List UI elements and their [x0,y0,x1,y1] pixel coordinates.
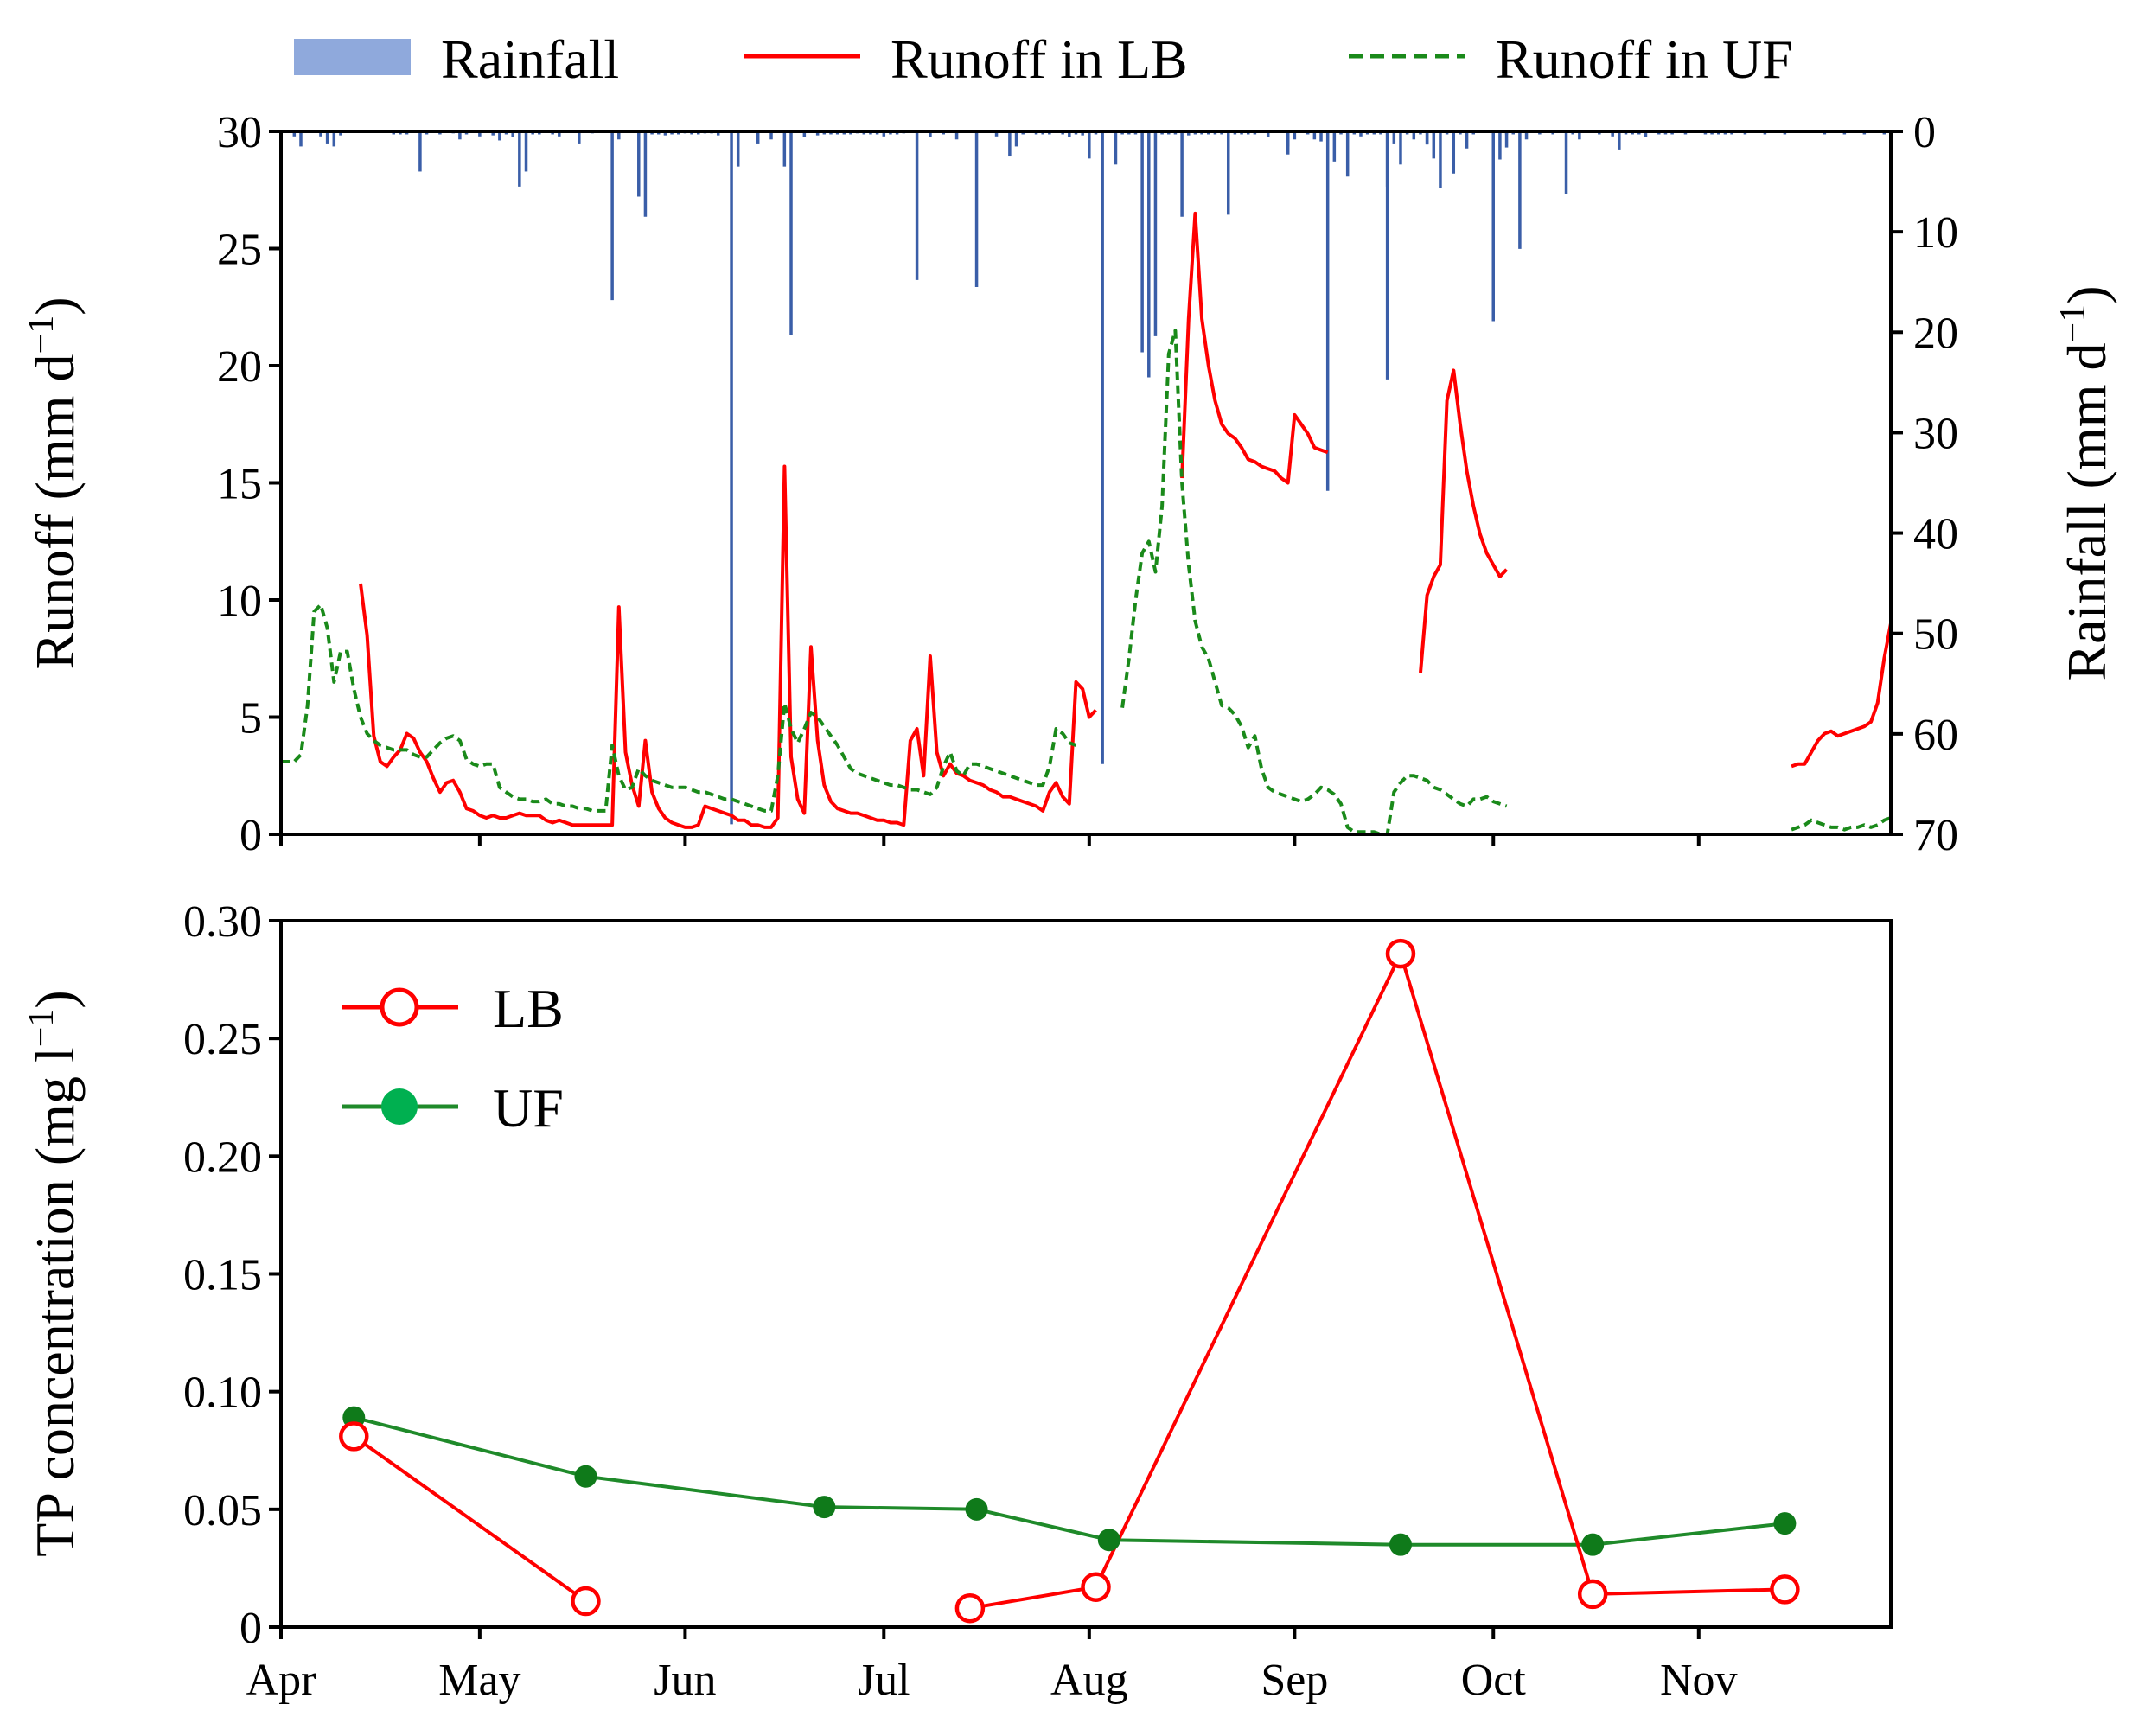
runoff-lines [281,211,1893,836]
legend-lb-label: LB [493,978,564,1039]
month-label: Jul [858,1656,910,1705]
runoff-lb-line [1791,622,1893,769]
runoff-x-axis [279,834,1701,846]
runoff-uf-line [1120,329,1508,836]
runoff-y-tick-label: 0 [239,811,262,860]
tp-axis-title-sup: −1 [22,1009,61,1048]
legend-uf-marker [381,1088,418,1125]
rainfall-axis-title-main: Rainfall (mm d [2056,342,2117,680]
month-label: Sep [1261,1656,1328,1705]
tp-uf-point [965,1497,988,1521]
tp-y-tick-label: 0.05 [183,1486,262,1535]
runoff-y-tick-label: 25 [217,226,262,275]
runoff-axis-title-close: ) [24,297,86,315]
tp-axis-title-close: ) [24,990,86,1008]
tp-lb-line [969,948,1785,1611]
runoff-y-tick-label: 30 [217,108,262,157]
rainfall-y-tick-label: 60 [1913,711,1958,760]
rainfall-y-tick-label: 20 [1913,309,1958,358]
tp-lb-point [339,1421,369,1452]
runoff-panel-frame [279,130,1893,836]
legend-rainfall-label: Rainfall [441,29,619,90]
rainfall-y-tick-label: 70 [1913,811,1958,860]
tp-x-axis: Apr May Jun Jul Aug Sep Oct Nov [246,1627,1738,1705]
tp-y-tick-label: 0.20 [183,1133,262,1182]
tp-uf-point [1097,1529,1120,1552]
tp-lb-point [1577,1579,1608,1610]
runoff-y-tick-label: 10 [217,577,262,626]
month-label: Nov [1660,1656,1738,1705]
tp-uf-point [1581,1533,1605,1556]
runoff-panel: 0 5 10 15 20 25 30 70 60 50 40 30 20 10 0 Runoff (mm … [22,108,2117,860]
rainfall-y-tick-label: 50 [1913,610,1958,660]
rainfall-y-tick-label: 10 [1913,208,1958,258]
month-label: May [438,1656,520,1705]
tp-y-tick-label: 0.30 [183,897,262,947]
month-label: Jun [654,1656,716,1705]
rainfall-y-tick-label: 40 [1913,510,1958,559]
runoff-axis-title-main: Runoff (mm d [24,354,86,669]
runoff-lb-line [1180,211,1329,485]
runoff-lb-line [1419,368,1509,673]
runoff-y-axis: 0 5 10 15 20 25 30 [217,108,281,860]
tp-axis-title-main: TP concentration (mg l [24,1047,86,1556]
tp-uf-point [1773,1512,1797,1535]
tp-lb-line [353,1434,587,1603]
legend-rainfall-swatch [294,39,411,75]
tp-lines [353,948,1785,1611]
tp-panel: 0 0.05 0.10 0.15 0.20 0.25 0.30 Apr May Jun Jul Au… [22,897,1893,1705]
tp-lb-point [571,1586,601,1617]
tp-uf-point [1389,1533,1412,1556]
tp-axis-title: TP concentration (mg l−1) [22,990,86,1556]
tp-uf-line [353,1415,1785,1547]
rainfall-y-tick-label: 0 [1913,108,1936,157]
runoff-y-tick-label: 15 [217,460,262,509]
legend-lb-marker [380,987,419,1027]
tp-lb-point [1081,1572,1111,1602]
legend-runoff-uf-label: Runoff in UF [1496,29,1793,90]
runoff-uf-line [281,603,1077,813]
rainfall-bars [292,131,1886,825]
runoff-axis-title-sup: −1 [22,316,61,354]
tp-uf-point [813,1496,836,1519]
tp-lb-point [1385,938,1416,969]
legend-runoff-lb-label: Runoff in LB [891,29,1188,90]
runoff-y-tick-label: 5 [239,694,262,744]
top-legend: Rainfall Runoff in LB Runoff in UF [294,29,1793,90]
rainfall-y-axis: 70 60 50 40 30 20 10 0 [1891,108,1958,860]
tp-lb-point [954,1592,986,1624]
rainfall-axis-title: Rainfall (mm d−1) [2053,285,2117,680]
runoff-axis-title: Runoff (mm d−1) [22,297,86,669]
rainfall-axis-title-sup: −1 [2053,304,2093,343]
month-label: Apr [246,1656,316,1705]
tp-y-axis: 0 0.05 0.10 0.15 0.20 0.25 0.30 [183,897,281,1653]
runoff-y-tick-label: 20 [217,342,262,392]
tp-y-tick-label: 0.15 [183,1251,262,1300]
tp-legend: LB UF [342,978,564,1139]
tp-lb-point [1770,1574,1800,1605]
tp-y-tick-label: 0.10 [183,1369,262,1418]
rainfall-y-tick-label: 30 [1913,409,1958,458]
runoff-lb-line [359,464,1097,829]
tp-y-tick-label: 0.25 [183,1015,262,1064]
legend-uf-label: UF [493,1077,564,1139]
month-label: Aug [1050,1656,1128,1705]
tp-uf-point [574,1465,597,1488]
rainfall-axis-title-close: ) [2056,285,2117,303]
tp-markers [339,938,1800,1624]
runoff-uf-line [1791,816,1892,832]
tp-y-tick-label: 0 [239,1604,262,1653]
month-label: Oct [1461,1656,1527,1705]
